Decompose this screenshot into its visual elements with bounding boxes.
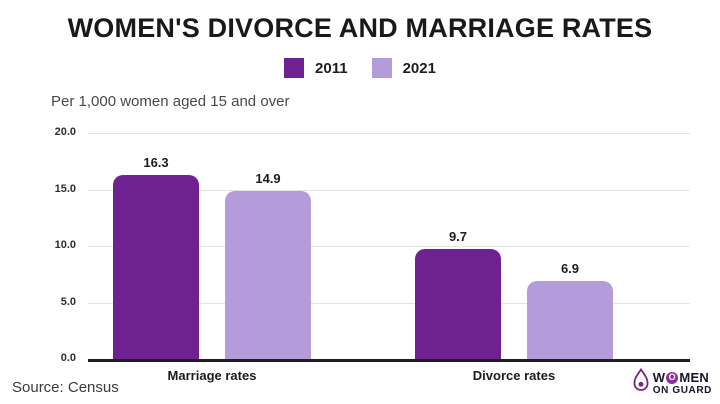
bar-value-label: 6.9	[560, 261, 580, 277]
category-label: Marriage rates	[167, 368, 257, 383]
y-tick-label: 0.0	[60, 352, 76, 364]
gridline	[88, 246, 690, 247]
chart-subtitle: Per 1,000 women aged 15 and over	[51, 93, 290, 110]
gridline	[88, 189, 690, 191]
legend: 2011 2021	[0, 58, 720, 78]
plot-area: 16.3 14.9 Marriage rates 9.7 6.9 Divorce rate…	[88, 133, 690, 383]
legend-swatch	[371, 58, 392, 78]
women-on-guard-logo: W O MEN ON GUARD	[632, 367, 712, 399]
bar-2021-marriage-rates: 14.9	[225, 171, 311, 359]
y-tick-label: 20.0	[54, 126, 76, 138]
y-axis: 20.0 15.0 10.0 5.0 0.0	[0, 126, 80, 364]
y-tick-label: 10.0	[54, 239, 76, 251]
source-note: Source: Census	[12, 379, 119, 396]
legend-label: 2021	[402, 59, 436, 77]
logo-line2: ON GUARD	[652, 385, 712, 396]
bar-2021-divorce-rates: 6.9	[527, 261, 613, 359]
category-label: Divorce rates	[472, 368, 556, 383]
bar-value-label: 9.7	[448, 229, 468, 245]
logo-line1: W O MEN	[653, 371, 712, 384]
bar-2011-marriage-rates: 16.3	[113, 155, 199, 359]
legend-item-2011: 2011	[284, 58, 348, 78]
logo-line1-pre: W	[652, 370, 666, 385]
legend-item-2021: 2021	[371, 58, 436, 78]
bar-value-label: 16.3	[143, 154, 169, 170]
bar-value-label: 14.9	[255, 170, 281, 186]
logo-drop-icon	[632, 367, 650, 399]
logo-o-mark: O	[666, 371, 679, 384]
y-tick-label: 5.0	[60, 295, 76, 308]
gridline	[88, 302, 690, 304]
bar-2011-divorce-rates: 9.7	[415, 229, 501, 359]
gridline	[88, 133, 690, 134]
y-tick-label: 15.0	[54, 182, 76, 195]
logo-text: W O MEN ON GUARD	[653, 371, 712, 396]
logo-line1-post: MEN	[679, 370, 710, 385]
legend-label: 2011	[315, 59, 348, 77]
chart-title: WOMEN'S DIVORCE AND MARRIAGE RATES	[67, 13, 653, 43]
legend-swatch	[284, 58, 305, 78]
